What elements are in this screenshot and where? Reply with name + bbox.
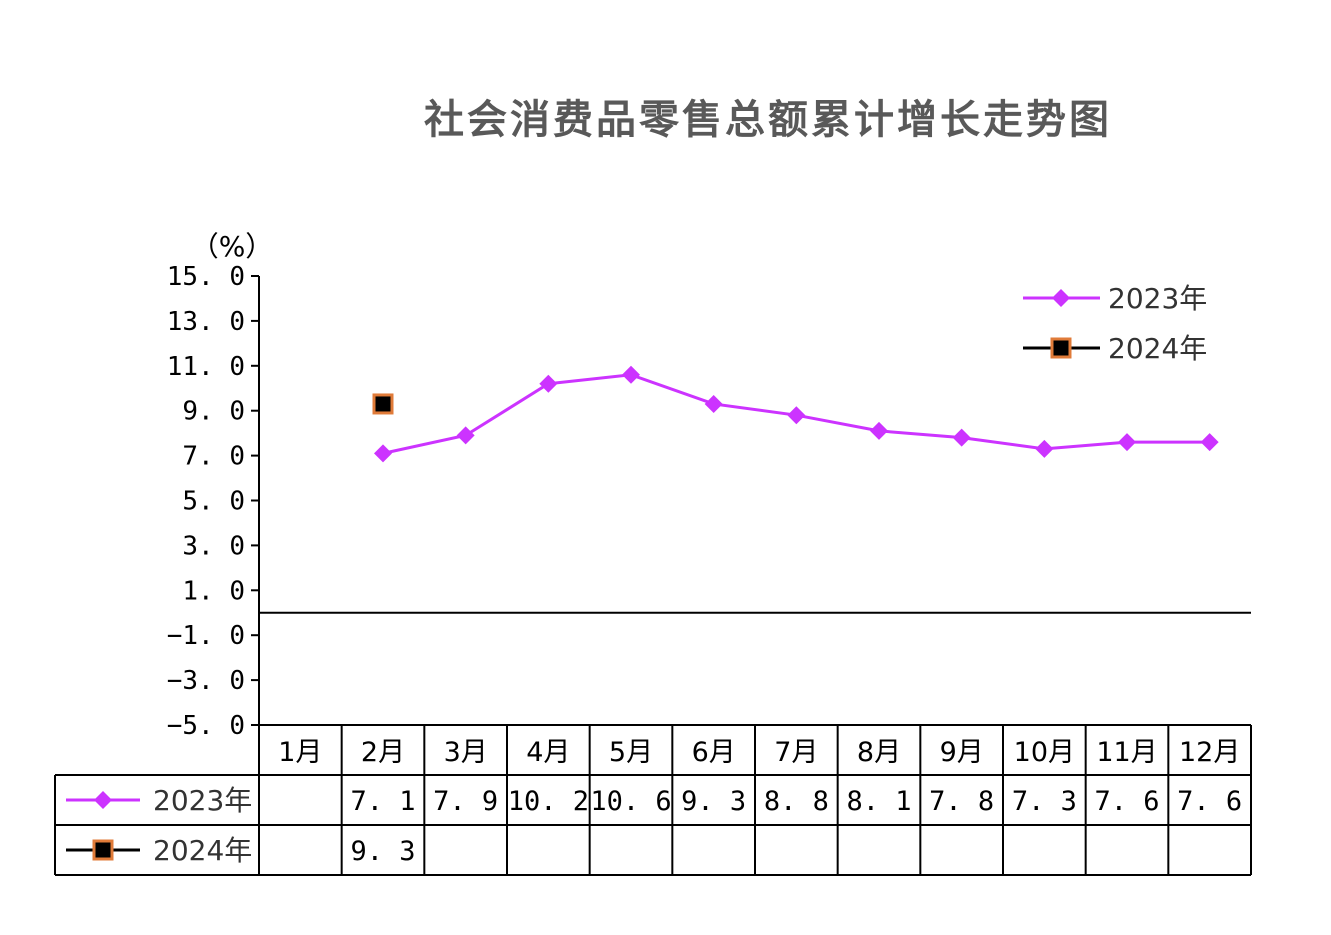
x-tick-label: 4月 xyxy=(526,737,570,768)
y-axis-unit-label: （%） xyxy=(191,230,274,263)
x-tick-label: 11月 xyxy=(1096,737,1157,768)
x-tick-label: 12月 xyxy=(1179,737,1240,768)
table-legend-marker-1 xyxy=(92,839,114,861)
x-tick-label: 6月 xyxy=(692,737,736,768)
data-point xyxy=(456,426,475,445)
data-label: 7. 9 xyxy=(433,786,498,817)
y-tick-label: 11. 0 xyxy=(167,352,245,382)
x-tick-label: 10月 xyxy=(1014,737,1075,768)
data-point xyxy=(622,365,640,384)
data-table: 1月 2月 3月 4月 5月 6月 7月 8月 9月 10月 11月 12月 2023年 7. 1 7. 9… xyxy=(54,724,1252,876)
y-axis-ticks: 15. 0 13. 0 11. 0 9. 0 7. 0 5. 0 3. 0 1. 0 −1. 0… xyxy=(167,262,259,741)
data-label: 10. 6 xyxy=(590,786,671,817)
y-tick-label: −1. 0 xyxy=(167,621,245,651)
data-label: 9. 3 xyxy=(681,786,746,817)
data-label: 8. 1 xyxy=(846,786,911,817)
x-tick-label: 2月 xyxy=(361,737,405,768)
axes xyxy=(258,276,1251,725)
data-point xyxy=(952,428,971,447)
data-label: 7. 6 xyxy=(1094,786,1159,817)
data-label: 7. 3 xyxy=(1012,786,1077,817)
series-1 xyxy=(372,393,394,415)
y-tick-label: 15. 0 xyxy=(167,262,245,292)
data-point xyxy=(372,393,394,415)
data-label: 7. 1 xyxy=(350,786,415,817)
data-point xyxy=(787,406,806,425)
legend: 2023年 2024年 xyxy=(1023,282,1207,365)
y-tick-label: 9. 0 xyxy=(182,397,245,427)
data-label: 9. 3 xyxy=(350,836,415,867)
data-point xyxy=(870,421,888,440)
data-point xyxy=(1118,433,1136,452)
y-tick-label: −5. 0 xyxy=(167,711,245,741)
x-tick-label: 1月 xyxy=(278,737,322,768)
data-point xyxy=(374,444,392,463)
y-tick-label: −3. 0 xyxy=(167,666,245,696)
table-legend-marker-0 xyxy=(94,791,112,809)
legend-marker-1 xyxy=(1050,337,1072,359)
x-tick-label: 3月 xyxy=(444,737,488,768)
y-tick-label: 7. 0 xyxy=(182,442,245,472)
x-tick-label: 9月 xyxy=(940,737,984,768)
legend-marker-0 xyxy=(1052,289,1070,307)
series-layer xyxy=(372,365,1219,463)
y-tick-label: 13. 0 xyxy=(167,307,245,337)
data-point xyxy=(539,374,558,393)
y-tick-label: 5. 0 xyxy=(182,487,245,517)
data-point xyxy=(1035,439,1054,458)
legend-label-0: 2023年 xyxy=(1108,282,1207,315)
data-label: 7. 6 xyxy=(1177,786,1242,817)
legend-label-1: 2024年 xyxy=(1108,332,1207,365)
data-label: 7. 8 xyxy=(929,786,994,817)
table-series-name-0: 2023年 xyxy=(153,784,252,817)
series-0 xyxy=(374,365,1219,463)
y-tick-label: 3. 0 xyxy=(182,531,245,561)
data-label: 10. 2 xyxy=(508,786,589,817)
x-tick-label: 7月 xyxy=(774,737,818,768)
x-tick-label: 5月 xyxy=(609,737,653,768)
data-label: 8. 8 xyxy=(764,786,829,817)
chart-title: 社会消费品零售总额累计增长走势图 xyxy=(424,97,1112,143)
y-tick-label: 1. 0 xyxy=(182,576,245,606)
data-point xyxy=(1200,433,1219,452)
data-point xyxy=(704,394,723,413)
table-series-name-1: 2024年 xyxy=(153,834,252,867)
x-tick-label: 8月 xyxy=(857,737,901,768)
